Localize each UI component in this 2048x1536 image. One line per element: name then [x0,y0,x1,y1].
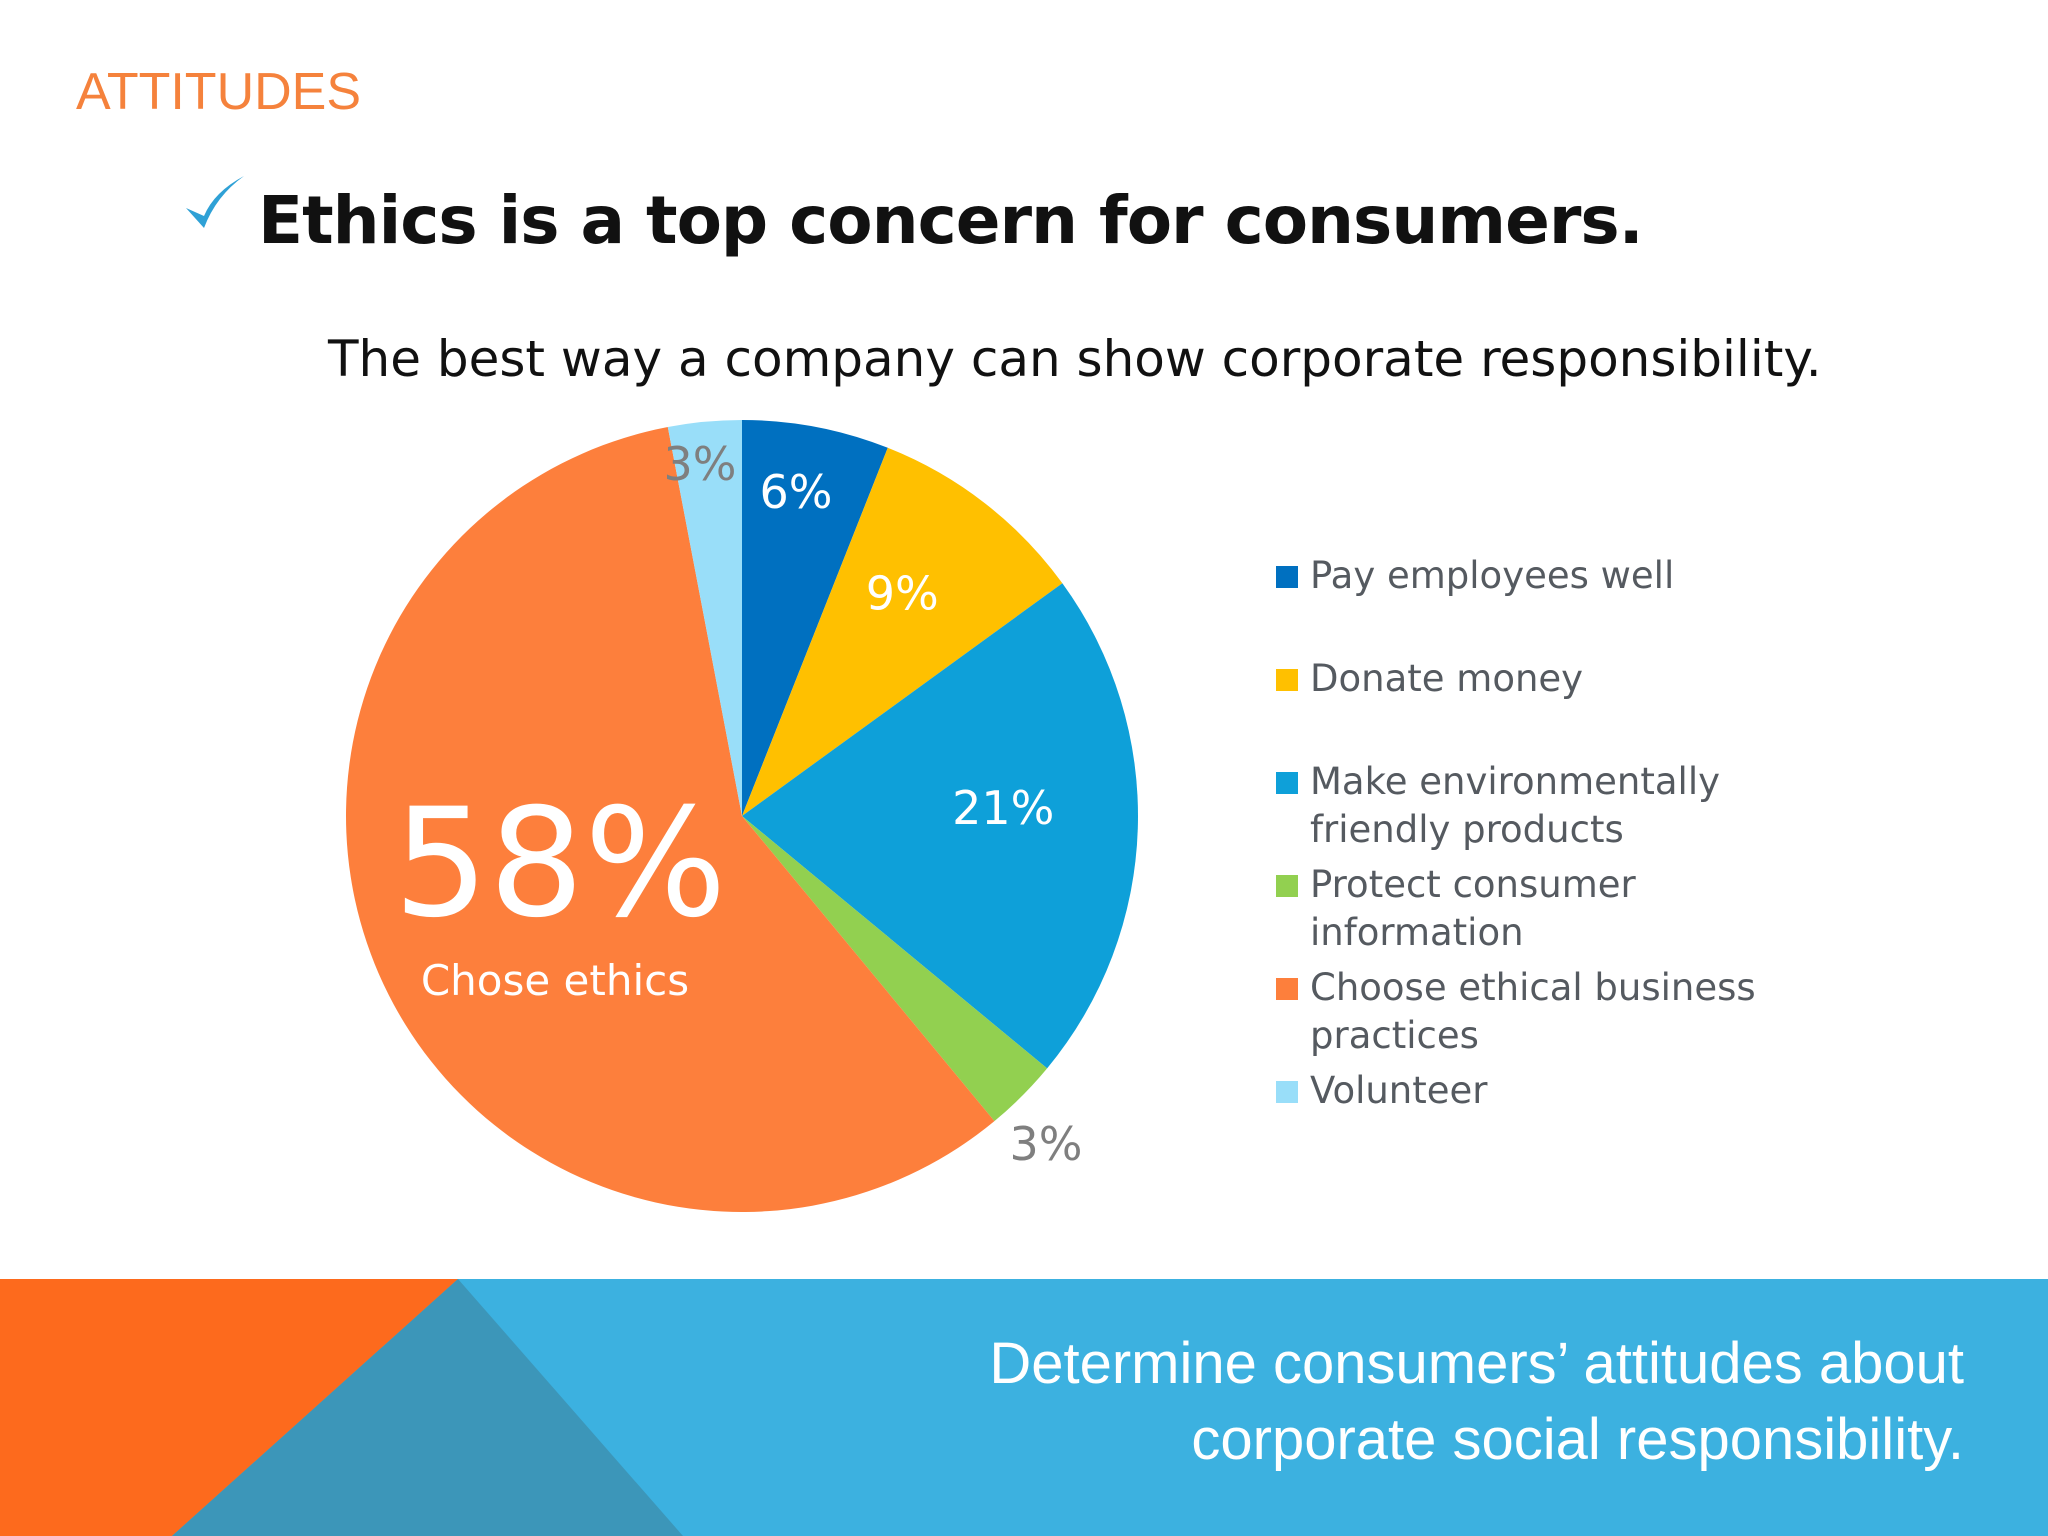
section-label: ATTITUDES [76,63,362,121]
chart-title: The best way a company can show corporat… [328,330,1822,388]
pie-slice [346,427,995,1212]
legend-swatch [1276,772,1298,794]
slice-value-label: 9% [866,566,939,620]
headline: Ethics is a top concern for consumers. [258,182,1644,259]
legend-swatch [1276,1081,1298,1103]
legend-swatch [1276,978,1298,1000]
legend-label: Make environmentally friendly products [1310,760,1720,851]
slice-value-label: 3% [664,437,737,491]
banner-text: Determine consumers’ attitudes about cor… [989,1331,1964,1472]
legend-label: Volunteer [1310,1069,1488,1112]
slice-value-label: 3% [1010,1117,1083,1171]
slice-value-label: 6% [760,465,833,519]
legend-swatch [1276,566,1298,588]
pie-slice [742,816,1048,1122]
pie-slice [667,420,742,816]
checkmark-icon [186,176,244,228]
pie-slice [742,447,1063,816]
legend-label: Protect consumer information [1310,863,1636,954]
legend-label: Pay employees well [1310,554,1675,597]
slice-value-label: 58% [393,777,726,951]
legend-label: Choose ethical business practices [1310,966,1756,1057]
pie-slice [742,420,888,816]
pie-slice [742,583,1138,1069]
slice-value-label: 21% [952,781,1054,835]
slice-caption: Chose ethics [421,956,689,1005]
legend-swatch [1276,875,1298,897]
legend-label: Donate money [1310,657,1584,700]
footer-banner [0,1279,2048,1536]
legend-swatch [1276,669,1298,691]
